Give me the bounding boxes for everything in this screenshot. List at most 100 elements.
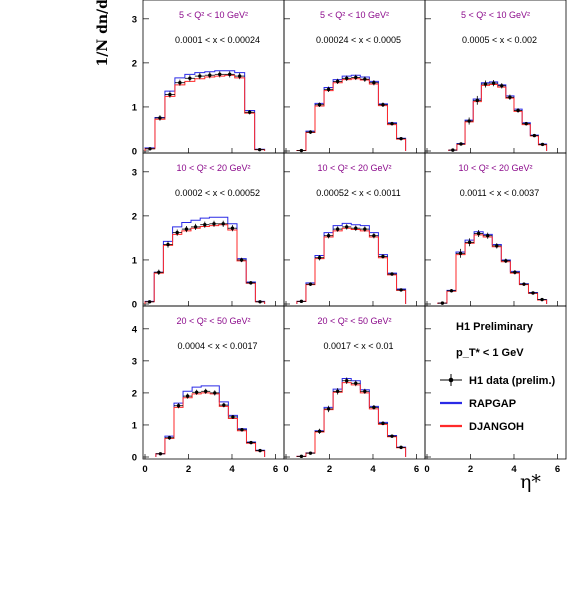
data-point (390, 121, 394, 126)
djangoh-histogram (144, 224, 266, 304)
data-point (467, 240, 472, 245)
data-point (516, 108, 520, 113)
x-tick-label: 0 (424, 464, 429, 475)
data-point (459, 142, 463, 146)
y-tick-label: 2 (132, 388, 137, 399)
data-point (399, 445, 403, 450)
data-point (532, 133, 537, 138)
data-point (326, 407, 331, 411)
data-point (372, 405, 376, 410)
x-axis-label: η* (520, 471, 541, 493)
data-point (354, 75, 358, 80)
data-point (500, 84, 504, 88)
x-tick-label: 6 (273, 464, 278, 475)
data-point (372, 81, 376, 85)
data-point (167, 436, 172, 440)
data-point (299, 299, 304, 304)
rapgap-histogram (155, 385, 266, 457)
x-tick-label: 2 (327, 464, 332, 475)
djangoh-histogram (144, 74, 266, 151)
y-tick-label: 1 (132, 102, 138, 113)
data-point (158, 452, 163, 456)
data-point (335, 79, 340, 84)
data-point (476, 231, 481, 236)
legend-cut: p_T* < 1 GeV (456, 347, 524, 359)
panel-q2-label: 10 < Q² < 20 GeV² (176, 163, 250, 173)
x-tick-label: 2 (468, 464, 473, 475)
data-point (335, 389, 340, 394)
djangoh-histogram (296, 227, 407, 304)
data-point (317, 429, 322, 434)
data-point (345, 379, 349, 383)
data-point (299, 148, 304, 153)
y-tick-label: 1 (132, 255, 138, 266)
x-tick-label: 4 (511, 464, 517, 475)
data-point (440, 301, 445, 305)
data-point (399, 288, 403, 292)
y-axis-label: 1/N dn/dη* (95, 0, 111, 66)
data-point (390, 434, 394, 438)
data-point (524, 121, 528, 126)
data-point (540, 142, 545, 147)
data-point (522, 282, 526, 286)
y-tick-label: 4 (132, 324, 138, 335)
data-point (258, 300, 262, 304)
data-point (483, 82, 488, 86)
data-point (531, 291, 535, 295)
data-point (308, 282, 313, 286)
data-point (399, 136, 403, 141)
data-point (326, 87, 331, 92)
data-point (299, 454, 304, 459)
x-tick-label: 4 (370, 464, 376, 475)
data-point (204, 389, 208, 394)
data-point (222, 403, 226, 407)
panel-x-label: 0.0011 < x < 0.0037 (460, 188, 539, 198)
legend-data-marker (448, 377, 454, 383)
data-point (185, 394, 190, 398)
legend-label-data: H1 data (prelim.) (469, 375, 556, 387)
data-point (230, 226, 235, 230)
data-point (475, 98, 479, 103)
data-point (184, 227, 189, 231)
panel-frame-r1c0 (142, 152, 285, 307)
data-point (203, 222, 207, 227)
rapgap-histogram (296, 222, 407, 304)
data-point (193, 225, 198, 229)
panel-x-label: 0.0002 < x < 0.00052 (175, 188, 260, 198)
data-point (317, 256, 322, 260)
data-point (231, 415, 235, 419)
data-point (237, 74, 242, 78)
data-point (335, 227, 340, 231)
data-point (354, 226, 358, 230)
x-tick-label: 4 (229, 464, 235, 475)
y-tick-label: 0 (132, 147, 137, 158)
rapgap-histogram (296, 74, 407, 152)
y-tick-label: 1 (132, 420, 138, 431)
data-point (176, 404, 181, 408)
data-point (495, 244, 499, 248)
panel-frame-r2c2 (424, 305, 567, 460)
data-point (540, 297, 544, 302)
y-tick-label: 0 (132, 300, 137, 311)
panel-x-label: 0.00024 < x < 0.0005 (316, 35, 401, 45)
data-point (212, 222, 216, 226)
data-point (381, 254, 385, 259)
panel-frame-r0c2 (424, 0, 567, 154)
data-point (221, 222, 225, 226)
y-tick-label: 3 (132, 356, 137, 367)
legend-entry-djangoh: DJANGOH (440, 421, 524, 433)
data-point (354, 381, 358, 385)
data-point (345, 76, 349, 80)
data-point (168, 92, 172, 97)
data-point (504, 259, 508, 263)
data-point (326, 234, 331, 238)
data-point (175, 230, 179, 235)
data-point (188, 76, 192, 80)
data-point (363, 227, 367, 231)
panel-q2-label: 20 < Q² < 50 GeV² (317, 316, 391, 326)
data-point (458, 251, 463, 256)
data-point (213, 391, 217, 395)
data-point (249, 440, 253, 445)
data-point (178, 81, 182, 85)
